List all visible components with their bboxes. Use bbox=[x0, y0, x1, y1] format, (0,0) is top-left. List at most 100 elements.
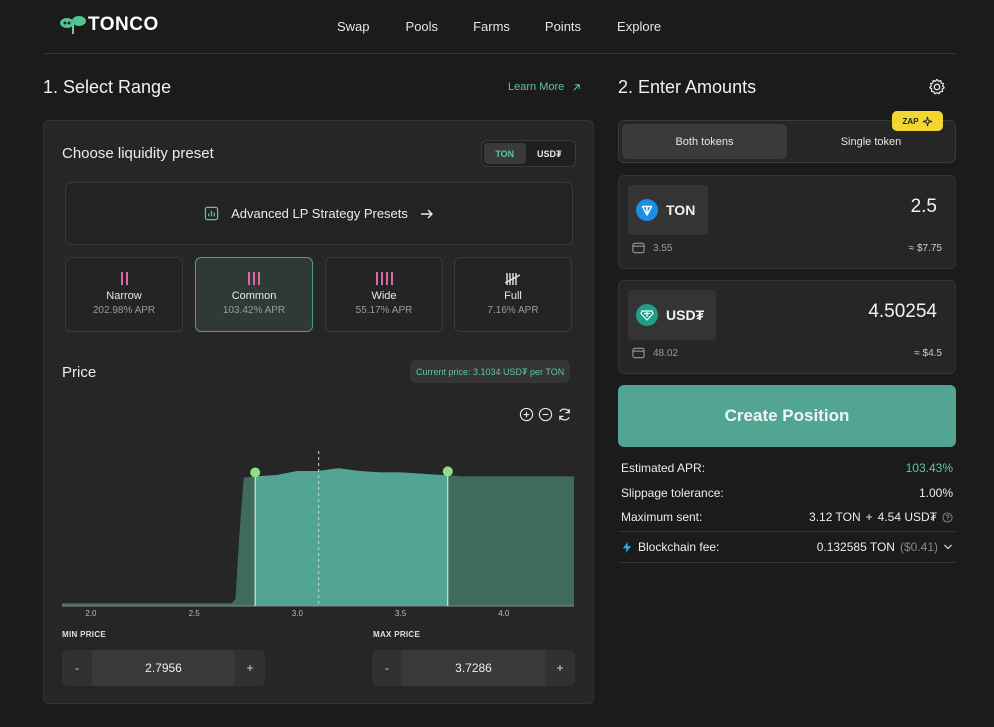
learn-more-link[interactable]: Learn More bbox=[508, 81, 581, 93]
tab-both-tokens[interactable]: Both tokens bbox=[622, 124, 787, 159]
min-price-input[interactable]: 2.7956 bbox=[92, 650, 235, 686]
preset-apr: 55.17% APR bbox=[355, 305, 413, 316]
x-tick-label: 2.5 bbox=[188, 609, 200, 618]
max-sent-value: 3.12 TON + 4.54 USD₮ bbox=[809, 510, 953, 524]
sprout-logo-icon bbox=[60, 16, 86, 35]
fee-value: 0.132585 TON bbox=[816, 540, 895, 554]
min-price-label: MIN PRICE bbox=[62, 630, 107, 639]
token-symbol: USD₮ bbox=[666, 307, 705, 323]
settings-button[interactable] bbox=[928, 78, 946, 101]
liquidity-chart[interactable] bbox=[62, 446, 574, 621]
tab-single-token[interactable]: Single token bbox=[840, 135, 902, 148]
range-card: Choose liquidity preset TON USD₮ Advance… bbox=[43, 120, 594, 704]
min-increase-button[interactable]: + bbox=[246, 661, 254, 675]
ton-amount-input[interactable] bbox=[787, 196, 937, 218]
min-range-handle bbox=[250, 467, 261, 478]
nav-swap[interactable]: Swap bbox=[337, 19, 370, 34]
zoom-in-icon[interactable] bbox=[518, 406, 534, 422]
price-heading: Price bbox=[62, 364, 97, 381]
arrow-right-icon bbox=[420, 209, 433, 218]
x-tick-label: 3.5 bbox=[395, 609, 407, 618]
ton-token-selector[interactable]: TON bbox=[628, 185, 708, 235]
preset-narrow[interactable]: Narrow 202.98% APR bbox=[65, 257, 183, 332]
nav-explore[interactable]: Explore bbox=[617, 19, 662, 34]
usdt-usd-value: ≈ $4.5 bbox=[914, 348, 942, 359]
preset-apr: 202.98% APR bbox=[92, 305, 156, 316]
max-sent-label: Maximum sent: bbox=[621, 510, 703, 524]
nav-farms[interactable]: Farms bbox=[473, 19, 510, 34]
preset-name: Full bbox=[504, 290, 522, 302]
zoom-out-icon[interactable] bbox=[537, 406, 553, 422]
apr-label: Estimated APR: bbox=[621, 461, 706, 475]
balance-value: 3.55 bbox=[653, 242, 673, 254]
help-icon[interactable] bbox=[942, 511, 953, 523]
tally-icon bbox=[455, 272, 571, 286]
max-price-label: MAX PRICE bbox=[373, 630, 421, 639]
preset-wide[interactable]: Wide 55.17% APR bbox=[325, 257, 443, 332]
fee-label-group: Blockchain fee: bbox=[621, 540, 719, 554]
usdt-amount-card: USD₮ 48.02 ≈ $4.5 bbox=[618, 280, 956, 374]
preset-heading: Choose liquidity preset bbox=[62, 145, 214, 162]
ton-balance: 3.55 bbox=[632, 242, 672, 254]
main-nav: Swap Pools Farms Points Explore bbox=[337, 19, 661, 34]
min-price-stepper: - 2.7956 + bbox=[62, 650, 265, 686]
max-ton: 3.12 TON bbox=[809, 510, 861, 524]
blockchain-fee-row[interactable]: Blockchain fee: 0.132585 TON ($0.41) bbox=[621, 540, 953, 554]
estimated-apr-row: Estimated APR: 103.43% bbox=[621, 461, 953, 475]
balance-value: 48.02 bbox=[653, 347, 679, 359]
ton-amount-card: TON 3.55 ≈ $7.75 bbox=[618, 175, 956, 269]
preset-name: Wide bbox=[371, 290, 397, 302]
nav-points[interactable]: Points bbox=[544, 19, 582, 34]
usdt-logo-icon bbox=[636, 304, 658, 326]
x-tick-label: 2.0 bbox=[85, 609, 97, 618]
preset-name: Narrow bbox=[106, 290, 142, 302]
max-usdt: 4.54 USD₮ bbox=[877, 510, 937, 524]
ton-logo-icon bbox=[636, 199, 658, 221]
apr-value: 103.43% bbox=[905, 461, 953, 475]
usdt-amount-input[interactable] bbox=[787, 301, 937, 323]
chart-zoom-controls bbox=[518, 406, 572, 422]
nav-pools[interactable]: Pools bbox=[405, 19, 439, 34]
arrow-up-right-icon bbox=[573, 83, 581, 91]
slippage-label: Slippage tolerance: bbox=[621, 486, 724, 500]
usdt-token-selector[interactable]: USD₮ bbox=[628, 290, 716, 340]
deposit-mode-tabs: Both tokens Single token bbox=[618, 120, 956, 163]
lightning-icon bbox=[622, 541, 632, 553]
reset-zoom-icon[interactable] bbox=[556, 406, 572, 422]
tally-icon bbox=[196, 272, 312, 286]
advanced-presets-label: Advanced LP Strategy Presets bbox=[231, 206, 408, 221]
current-price-badge: Current price: 3.1034 USD₮ per TON bbox=[410, 360, 571, 383]
preset-common[interactable]: Common 103.42% APR bbox=[195, 257, 313, 332]
fee-value-group: 0.132585 TON ($0.41) bbox=[817, 540, 953, 554]
max-range-handle bbox=[442, 466, 453, 477]
ton-usd-value: ≈ $7.75 bbox=[908, 243, 942, 254]
chevron-down-icon bbox=[944, 544, 952, 550]
preset-full[interactable]: Full 7.16% APR bbox=[454, 257, 572, 332]
create-position-button[interactable]: Create Position bbox=[618, 385, 956, 447]
brand-logo[interactable]: TONCO bbox=[60, 14, 159, 36]
max-increase-button[interactable]: + bbox=[556, 661, 564, 675]
min-decrease-button[interactable]: - bbox=[75, 661, 79, 675]
selected-range-area bbox=[255, 468, 448, 606]
top-header: TONCO Swap Pools Farms Points Explore bbox=[0, 0, 994, 54]
advanced-presets-button[interactable]: Advanced LP Strategy Presets bbox=[65, 182, 573, 245]
gear-icon bbox=[929, 78, 945, 95]
toggle-ton[interactable]: TON bbox=[484, 143, 526, 164]
select-range-title: 1. Select Range bbox=[43, 77, 172, 97]
toggle-usdt[interactable]: USD₮ bbox=[537, 148, 562, 159]
info-divider bbox=[618, 562, 956, 563]
slippage-row: Slippage tolerance: 1.00% bbox=[621, 486, 953, 500]
preset-name: Common bbox=[231, 290, 277, 302]
preset-apr: 7.16% APR bbox=[487, 305, 539, 316]
sparkle-icon bbox=[922, 116, 932, 126]
tally-icon bbox=[66, 272, 182, 286]
wallet-icon bbox=[632, 347, 645, 359]
zap-badge: ZAP bbox=[892, 111, 943, 131]
max-price-input[interactable]: 3.7286 bbox=[402, 650, 545, 686]
x-tick-label: 3.0 bbox=[291, 609, 303, 618]
max-decrease-button[interactable]: - bbox=[385, 661, 389, 675]
wallet-icon bbox=[632, 242, 645, 254]
preset-apr: 103.42% APR bbox=[222, 305, 286, 316]
usdt-balance: 48.02 bbox=[632, 347, 678, 359]
header-divider bbox=[43, 53, 956, 54]
